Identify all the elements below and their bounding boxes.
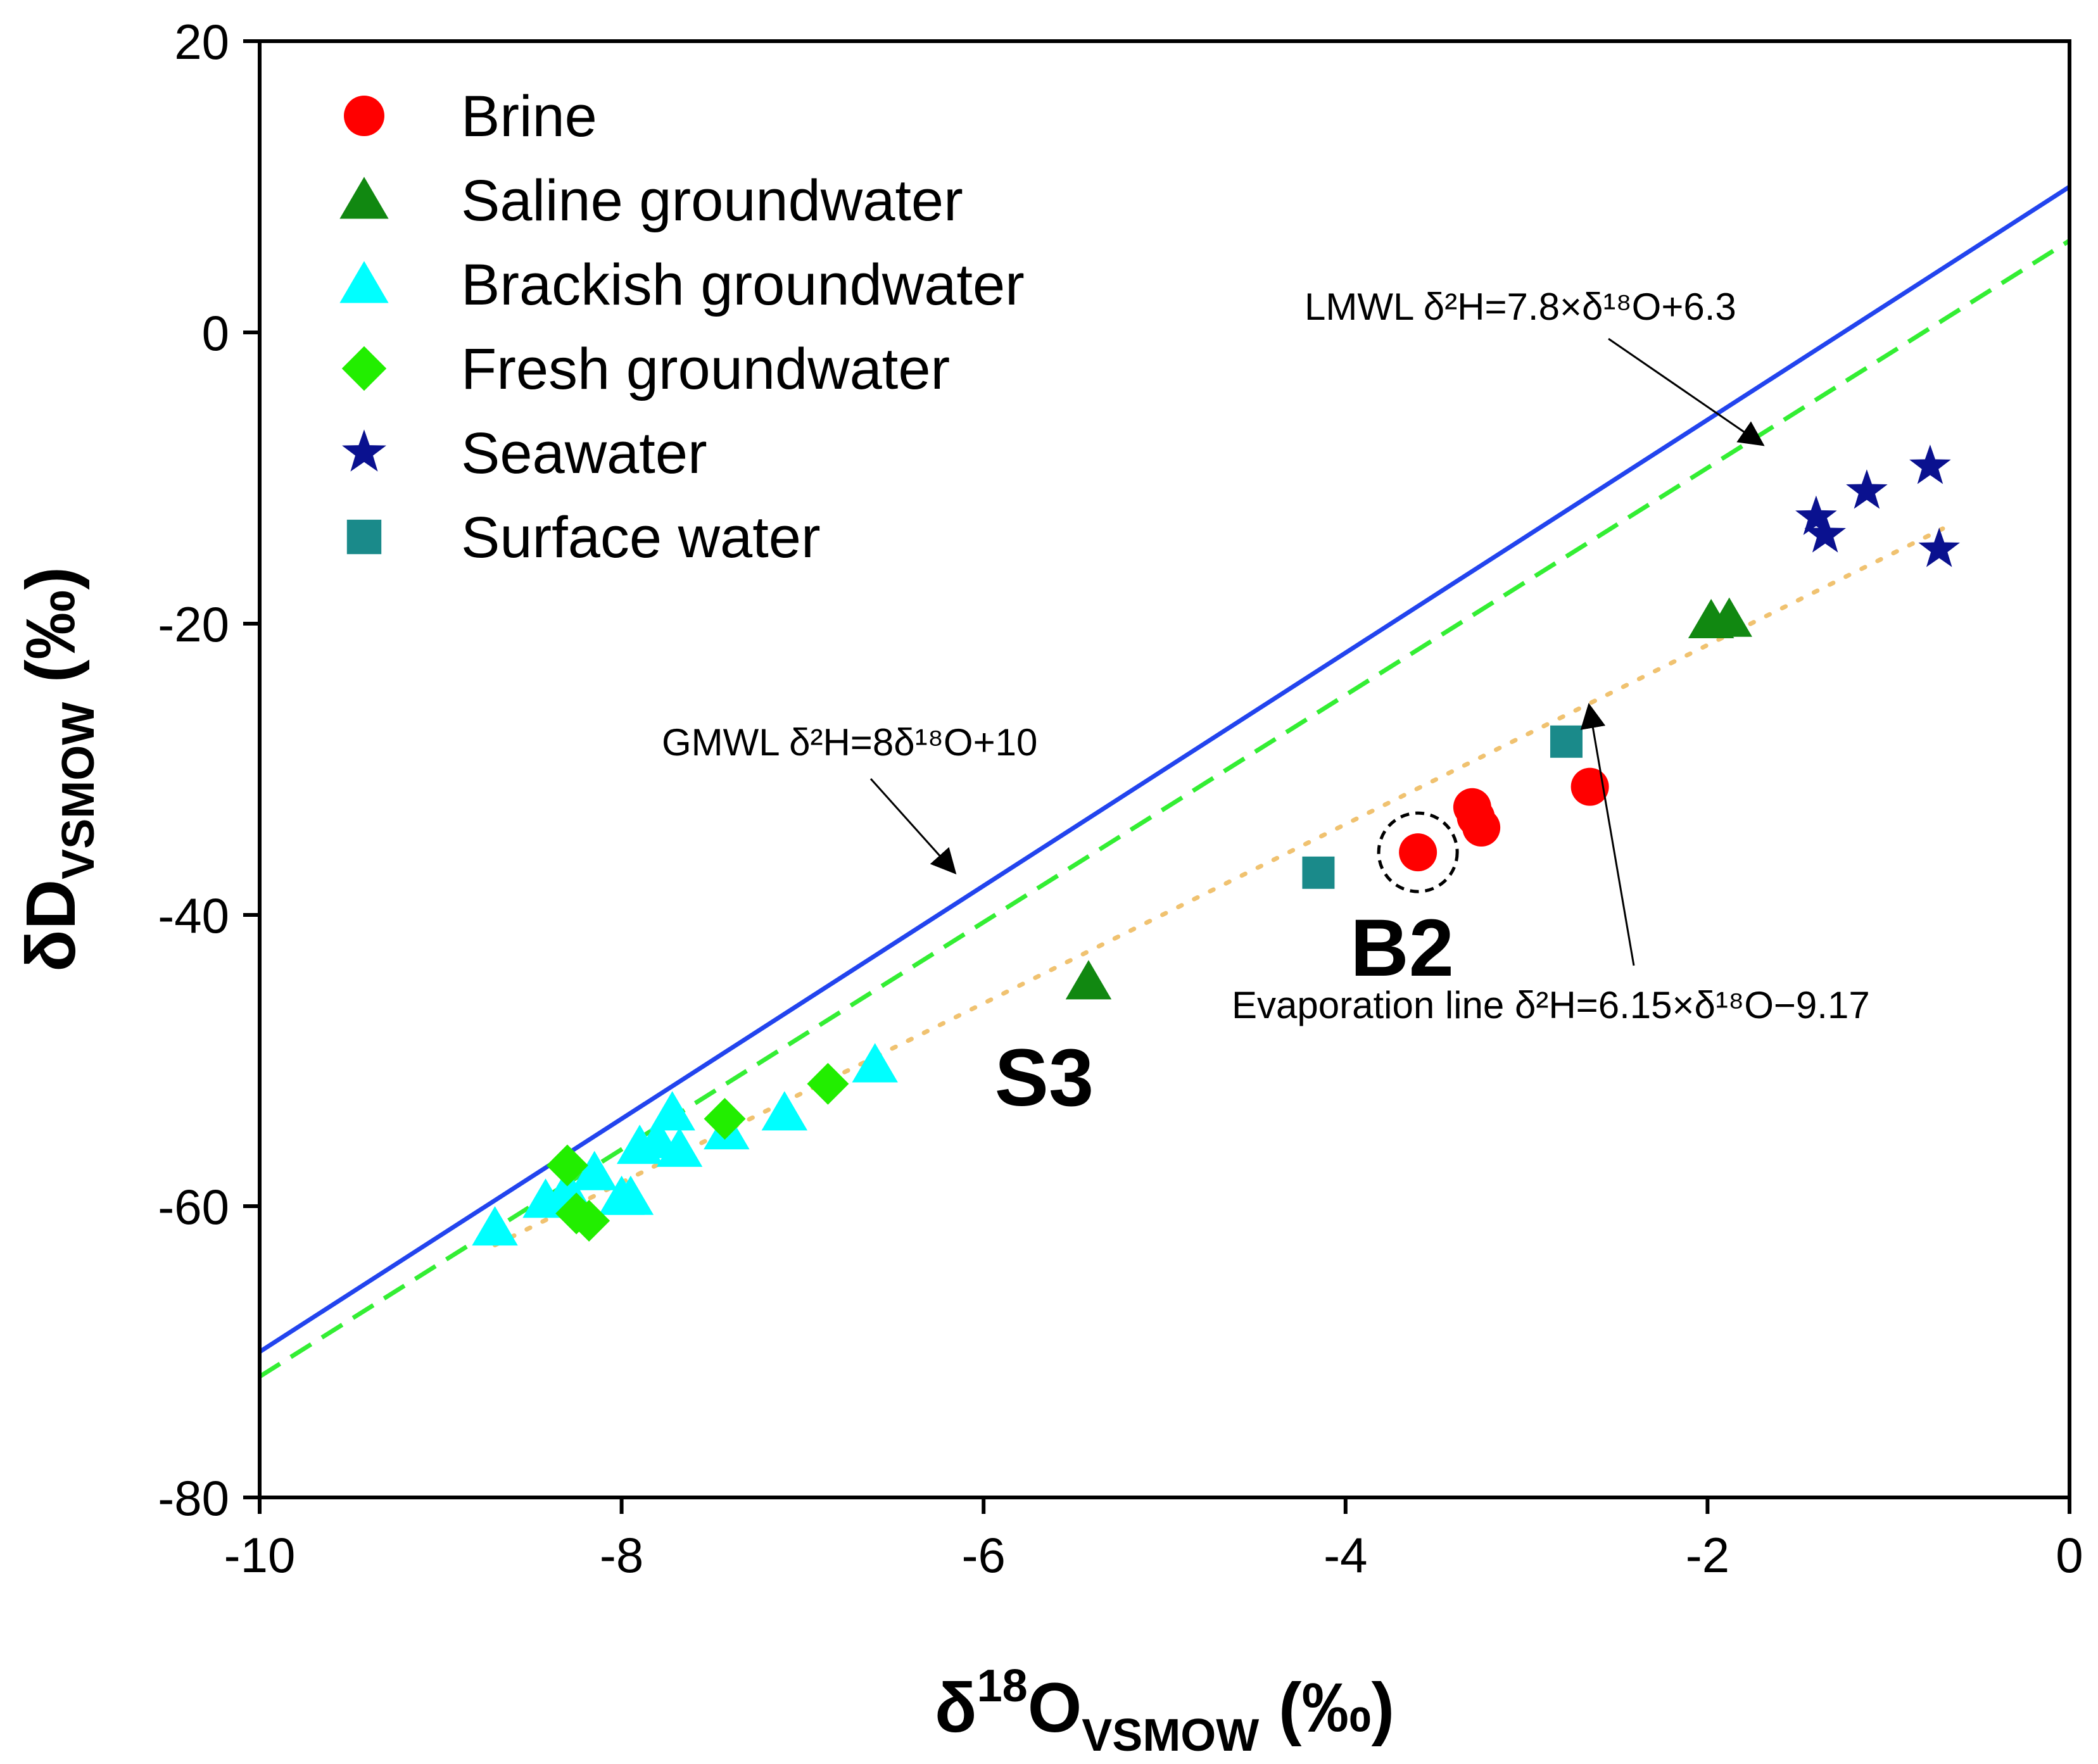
annotation-arrow-evaporation-line xyxy=(1580,703,1635,966)
point-brackish-groundwater xyxy=(607,1175,654,1215)
legend-label-brine: Brine xyxy=(461,84,597,149)
legend-marker-surface-water xyxy=(346,519,382,555)
y-tick-label: -80 xyxy=(158,1470,229,1526)
point-brackish-groundwater xyxy=(656,1127,703,1167)
x-tick-label: -4 xyxy=(1324,1527,1367,1583)
y-tick-label: -60 xyxy=(158,1179,229,1235)
sample-label-s3: S3 xyxy=(995,1033,1094,1123)
point-brine xyxy=(1399,833,1438,872)
annotation-lmwl: LMWL δ²H=7.8×δ¹⁸O+6.3 xyxy=(1305,286,1736,328)
x-tick-label: -8 xyxy=(600,1527,643,1583)
plot-frame xyxy=(258,39,2071,1499)
point-brackish-groundwater xyxy=(522,1178,569,1218)
point-brine xyxy=(1462,809,1501,847)
point-surface-water xyxy=(1550,725,1583,758)
annotation-evaporation-line: Evaporation line δ²H=6.15×δ¹⁸O−9.17 xyxy=(1232,984,1870,1026)
legend-label-seawater: Seawater xyxy=(461,421,707,486)
point-seawater xyxy=(1804,513,1846,553)
point-brackish-groundwater xyxy=(472,1206,518,1246)
x-tick-label: -6 xyxy=(962,1527,1006,1583)
point-seawater xyxy=(1795,495,1837,535)
point-saline-groundwater xyxy=(1706,597,1752,637)
y-tick-label: 20 xyxy=(174,14,229,70)
y-tick-label: 0 xyxy=(202,305,229,361)
point-fresh-groundwater xyxy=(807,1062,849,1105)
point-saline-groundwater xyxy=(1065,960,1112,1000)
y-tick-label: -20 xyxy=(158,596,229,652)
point-fresh-groundwater xyxy=(546,1144,588,1187)
legend-label-saline-groundwater: Saline groundwater xyxy=(461,168,963,233)
x-tick-label: -10 xyxy=(224,1527,296,1583)
data-points xyxy=(472,444,1960,1246)
point-seawater xyxy=(1918,527,1960,567)
legend-marker-brackish-groundwater xyxy=(339,261,389,303)
point-brine xyxy=(1570,767,1609,806)
annotations: GMWL δ²H=8δ¹⁸O+10 LMWL δ²H=7.8×δ¹⁸O+6.3 Ev… xyxy=(662,286,1870,1123)
point-brackish-groundwater xyxy=(649,1091,695,1131)
y-axis-title: δDVSMOW (‰) xyxy=(12,567,104,972)
legend-marker-fresh-groundwater xyxy=(341,346,387,391)
x-tick-label: 0 xyxy=(2056,1527,2083,1583)
legend-marker-brine xyxy=(344,96,384,136)
legend-label-fresh-groundwater: Fresh groundwater xyxy=(461,337,950,401)
point-seawater xyxy=(1846,469,1888,509)
annotation-arrow-lmwl xyxy=(1608,337,1765,446)
x-tick-label: -2 xyxy=(1686,1527,1729,1583)
point-brackish-groundwater xyxy=(571,1150,617,1190)
annotation-gmwl: GMWL δ²H=8δ¹⁸O+10 xyxy=(662,721,1037,764)
x-axis-title: δ18OVSMOW (‰) xyxy=(935,1661,1394,1761)
y-tick-label: -40 xyxy=(158,888,229,943)
point-fresh-groundwater xyxy=(568,1200,610,1242)
legend-label-surface-water: Surface water xyxy=(461,505,821,570)
legend-label-brackish-groundwater: Brackish groundwater xyxy=(461,253,1025,317)
point-brackish-groundwater xyxy=(852,1043,898,1083)
sample-circle-b2 xyxy=(1377,811,1459,893)
point-seawater xyxy=(1909,444,1951,484)
legend-marker-seawater xyxy=(342,429,386,472)
legend-marker-saline-groundwater xyxy=(339,177,389,219)
annotation-arrow-gmwl xyxy=(869,778,957,874)
legend: Brine Saline groundwater Brackish groundwa… xyxy=(339,84,1025,570)
point-brackish-groundwater xyxy=(761,1091,808,1131)
point-fresh-groundwater xyxy=(704,1098,746,1140)
point-surface-water xyxy=(1302,856,1335,889)
sample-label-b2: B2 xyxy=(1350,903,1454,993)
line-lmwl xyxy=(260,239,2070,1379)
